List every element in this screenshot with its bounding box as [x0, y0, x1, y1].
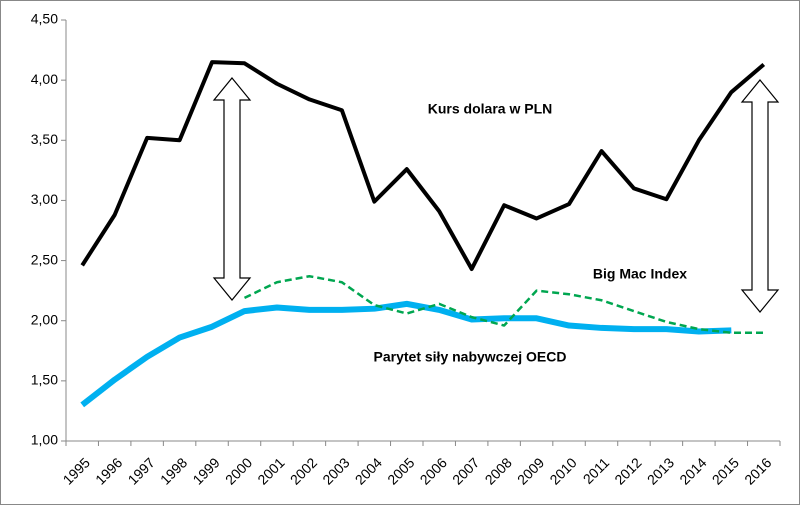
series-label: Big Mac Index	[593, 266, 687, 282]
series-line	[80, 300, 732, 408]
y-tick-label: 3,00	[31, 191, 58, 207]
series-label: Parytet siły nabywczej OECD	[374, 349, 567, 365]
y-tick-label: 2,50	[31, 251, 58, 267]
series-line	[243, 274, 764, 334]
y-tick-label: 3,50	[31, 131, 58, 147]
double-arrow	[212, 77, 780, 313]
y-tick-label: 4,00	[31, 71, 58, 87]
series-label: Kurs dolara w PLN	[428, 101, 552, 117]
series-line	[80, 60, 766, 271]
y-tick-label: 2,00	[31, 311, 58, 327]
y-tick-label: 1,50	[31, 372, 58, 388]
y-tick-label: 1,00	[31, 432, 58, 448]
y-tick-label: 4,50	[31, 11, 58, 27]
